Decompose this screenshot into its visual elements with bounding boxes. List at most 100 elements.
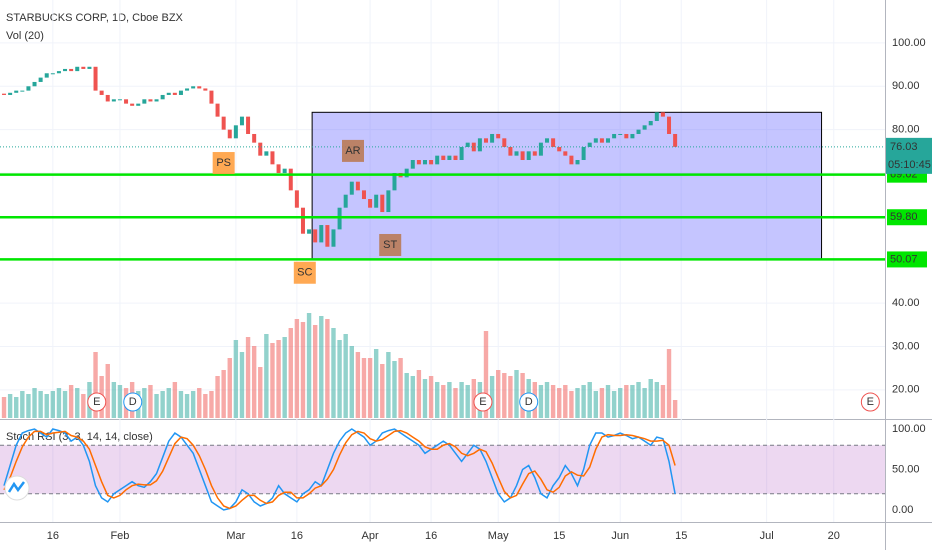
volume-bar <box>111 382 117 418</box>
volume-bar <box>343 334 348 418</box>
volume-bar <box>441 385 446 418</box>
volume-bar <box>599 388 605 418</box>
volume-bar <box>422 379 428 418</box>
y-tick-label: 30.00 <box>892 340 920 352</box>
volume-bar <box>605 385 611 418</box>
event-marker <box>519 392 539 412</box>
candle <box>44 73 49 78</box>
candle <box>581 146 586 161</box>
x-tick-label: 15 <box>553 530 565 542</box>
candle <box>636 129 641 134</box>
volume-bar <box>325 319 330 418</box>
volume-bar <box>453 388 458 418</box>
candle <box>14 90 19 93</box>
logo[interactable] <box>4 475 30 501</box>
logo-mark[interactable] <box>7 481 25 493</box>
candle <box>154 99 159 102</box>
volume-bar <box>215 376 220 418</box>
candle <box>532 151 537 156</box>
volume-bar <box>331 328 336 418</box>
candle <box>105 94 110 102</box>
candle <box>319 225 324 243</box>
volume-bar <box>569 391 574 418</box>
candle <box>337 207 342 230</box>
annotation-box <box>379 233 402 256</box>
candle <box>380 194 385 213</box>
volume-bar <box>197 388 202 418</box>
candle <box>593 138 598 143</box>
volume-bar <box>38 391 43 418</box>
volume-bar <box>81 394 86 418</box>
candle <box>599 138 604 143</box>
annotation-label: AR <box>345 145 360 157</box>
volume-bar <box>117 385 123 418</box>
y-tick-label: 100.00 <box>892 37 926 49</box>
volume-bar <box>166 388 171 418</box>
stoch-tick-label: 0.00 <box>892 504 913 516</box>
candle <box>172 92 177 95</box>
candle <box>93 66 98 91</box>
candle <box>69 68 74 72</box>
candle <box>221 116 226 130</box>
volume-bar <box>251 346 257 418</box>
candle <box>410 160 415 169</box>
annotation-box <box>341 139 364 162</box>
volume-bar <box>62 391 68 418</box>
volume-bar <box>636 382 641 418</box>
event-label: E <box>479 396 486 408</box>
volume-bar <box>50 391 56 418</box>
volume-bar <box>398 358 403 418</box>
candle <box>538 142 543 156</box>
volume-bar <box>148 385 153 418</box>
candle <box>26 86 31 91</box>
candle <box>447 155 452 161</box>
candle <box>654 112 659 121</box>
candle <box>178 90 183 95</box>
event-label: D <box>525 396 533 408</box>
last-price-label: 76.03 <box>890 141 918 153</box>
level-label: 59.80 <box>890 211 918 223</box>
candle <box>673 133 678 147</box>
candle <box>465 142 470 147</box>
candle <box>166 92 171 95</box>
candle <box>355 181 360 191</box>
y-tick-label: 90.00 <box>892 80 920 92</box>
volume-bar <box>337 340 342 418</box>
volume-bar <box>538 385 544 418</box>
candle <box>160 94 165 100</box>
candle <box>429 160 434 165</box>
candle <box>215 103 220 117</box>
candle <box>435 155 440 165</box>
candle <box>209 90 214 104</box>
volume-bar <box>380 364 385 418</box>
candle <box>343 194 348 208</box>
candle <box>111 99 116 102</box>
candle <box>483 138 488 143</box>
y-tick-label: 40.00 <box>892 297 920 309</box>
candle <box>63 68 68 72</box>
volume-label: Vol (20) <box>6 30 44 42</box>
level-label: 50.07 <box>890 253 918 265</box>
candle <box>526 151 531 161</box>
stoch-tick-label: 50.00 <box>892 463 920 475</box>
volume-bar <box>581 385 586 418</box>
volume-bar <box>563 385 568 418</box>
volume-bar <box>75 388 80 418</box>
x-tick-label: Feb <box>110 530 129 542</box>
volume-bar <box>428 376 434 418</box>
volume-bar <box>154 394 159 418</box>
candle <box>575 160 580 165</box>
volume-bar <box>7 394 13 418</box>
x-tick-label: 16 <box>47 530 59 542</box>
candle <box>606 138 611 143</box>
candle <box>508 146 513 156</box>
candle <box>203 88 208 91</box>
stoch-tick-label: 100.00 <box>892 423 926 435</box>
volume-bar <box>306 313 312 418</box>
volume-bar <box>508 376 513 418</box>
candle <box>142 99 147 104</box>
candle <box>50 73 55 75</box>
volume-bar <box>618 388 623 418</box>
event-marker <box>860 392 880 412</box>
